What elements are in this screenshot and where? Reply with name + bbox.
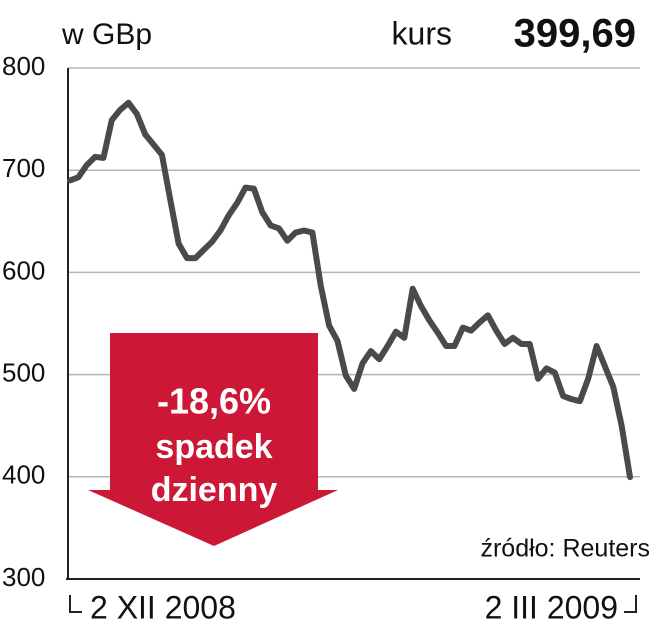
y-tick-label: 800 bbox=[2, 51, 45, 81]
grid: 300 400 500 600 700 800 bbox=[2, 51, 640, 592]
unit-label: w GBp bbox=[61, 18, 152, 51]
annotation-text: dzienny bbox=[151, 471, 278, 509]
source: źródło: Reuters bbox=[480, 535, 650, 563]
annotation-arrow bbox=[88, 333, 338, 546]
price-label: kurs bbox=[392, 15, 452, 51]
bracket bbox=[624, 595, 637, 613]
price-value: 399,69 bbox=[514, 12, 636, 56]
y-tick-label: 700 bbox=[2, 153, 45, 183]
x-tick-label: 2 XII 2008 bbox=[90, 589, 236, 625]
y-tick-label: 500 bbox=[2, 357, 45, 387]
annotation-text: spadek bbox=[155, 428, 272, 466]
y-tick-label: 600 bbox=[2, 255, 45, 285]
y-tick-label: 400 bbox=[2, 460, 45, 490]
price-line bbox=[67, 99, 633, 481]
annotation-text: -18,6% bbox=[157, 381, 271, 422]
bracket bbox=[69, 595, 82, 613]
y-tick-label: 300 bbox=[2, 562, 45, 592]
x-tick-label: 2 III 2009 bbox=[485, 589, 618, 625]
